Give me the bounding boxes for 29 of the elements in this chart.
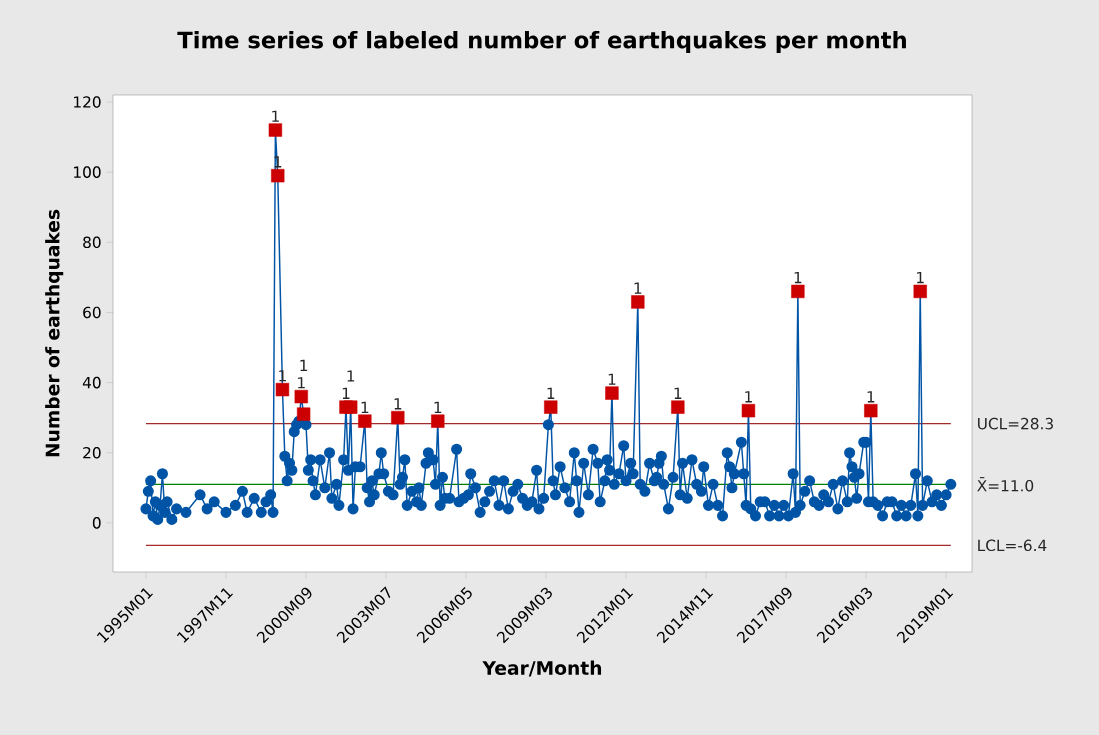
annotation: 1: [547, 387, 555, 399]
annotation: 1: [634, 282, 642, 294]
annotation: 1: [272, 110, 279, 122]
ref-line-label: LCL=-6.4: [978, 539, 1047, 552]
y-tick-label: 60: [83, 306, 101, 319]
annotation: 1: [298, 377, 305, 389]
annotation: 1: [394, 398, 402, 410]
annotation: 1: [342, 387, 350, 399]
y-tick-label: 40: [82, 376, 101, 389]
y-tick-label: 20: [83, 446, 101, 459]
annotation: 1: [434, 401, 442, 413]
y-tick-label: 0: [92, 517, 101, 529]
annotation: 1: [794, 271, 802, 284]
annotation: 1: [917, 271, 924, 284]
annotation: 1: [745, 391, 752, 403]
chart-title: Time series of labeled number of earthquakes per month: [177, 31, 906, 53]
y-axis-title: Number of earthquakes: [45, 209, 64, 457]
y-tick-label: 120: [74, 96, 101, 108]
ref-line-label: X̄=11.0: [977, 477, 1034, 492]
y-tick-label: 80: [83, 236, 101, 249]
annotation: 1: [674, 387, 682, 399]
x-axis-title: Year/Month: [482, 660, 602, 677]
annotation: 1: [361, 401, 369, 413]
y-tick-label: 100: [74, 166, 101, 178]
annotation: 1: [608, 373, 616, 385]
annotation: 1: [347, 370, 355, 382]
ref-line-label: UCL=28.3: [978, 417, 1053, 430]
annotation: 1: [300, 359, 308, 371]
annotation: 1: [867, 391, 875, 403]
